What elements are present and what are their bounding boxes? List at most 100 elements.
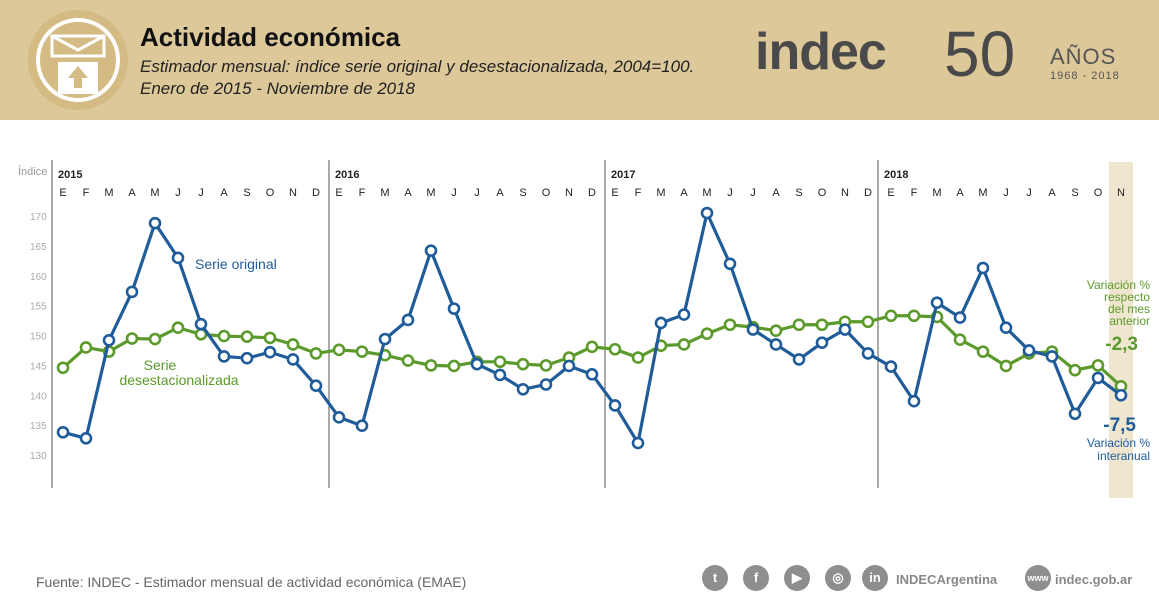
month-tick-label: J [750, 187, 756, 199]
month-tick-label: S [1071, 187, 1078, 199]
series-desest-point [861, 315, 875, 329]
subtitle-line2: Enero de 2015 - Noviembre de 2018 [140, 79, 416, 98]
series-original-point [815, 336, 829, 349]
series-original-point [194, 317, 208, 331]
month-tick-label: N [1117, 187, 1125, 199]
month-tick-label: F [911, 187, 918, 199]
desest-variation-value: -2,3 [1105, 334, 1138, 355]
series-desest-point [631, 351, 645, 364]
month-tick-label: O [266, 187, 275, 199]
series-original-point [953, 311, 967, 324]
series-original-point [976, 261, 990, 275]
series-original-point [355, 419, 369, 433]
series-original-point [769, 338, 783, 351]
month-tick-label: O [818, 187, 827, 199]
twitter-icon[interactable]: t [702, 565, 728, 591]
series-original-point [309, 379, 323, 392]
month-tick-label: M [426, 187, 435, 199]
month-tick-label: D [864, 187, 872, 199]
series-original-point [907, 394, 921, 408]
youtube-icon[interactable]: ▶ [784, 565, 810, 591]
desest-variation-label: Variación % [1087, 278, 1150, 292]
month-tick-label: E [59, 187, 66, 199]
web-icon[interactable]: www [1025, 565, 1051, 591]
series-original-point [516, 382, 530, 396]
series-desest-point [677, 338, 691, 351]
series-original-point [1045, 350, 1059, 363]
series-original-point [424, 244, 438, 257]
series-desest-point [792, 318, 806, 332]
series-desest-point [493, 355, 507, 369]
series-desest-point [56, 361, 70, 375]
month-tick-label: D [312, 187, 320, 199]
month-tick-label: A [128, 187, 136, 199]
last-month-highlight [1109, 162, 1133, 498]
series-original-point [723, 257, 737, 271]
y-tick-label: 165 [30, 242, 47, 253]
original-variation-label: interanual [1097, 449, 1150, 463]
series-original-point [700, 206, 714, 220]
month-tick-label: S [795, 187, 802, 199]
series-desest-point [516, 357, 530, 371]
y-tick-label: 160 [30, 272, 47, 283]
instagram-icon[interactable]: ◎ [825, 565, 851, 591]
month-tick-label: E [611, 187, 618, 199]
month-tick-label: M [104, 187, 113, 199]
series-desest-point [125, 332, 139, 345]
series-desest-point [999, 359, 1013, 373]
y-tick-label: 130 [30, 451, 47, 462]
month-tick-label: J [451, 187, 457, 199]
month-tick-label: S [243, 187, 250, 199]
month-tick-label: J [198, 187, 204, 199]
month-tick-label: M [978, 187, 987, 199]
social-handle[interactable]: INDECArgentina [896, 572, 998, 587]
month-tick-label: M [932, 187, 941, 199]
year-label: 2015 [58, 169, 82, 181]
series-desest-point [332, 343, 346, 357]
series-original-point [1091, 371, 1105, 385]
month-tick-label: N [565, 187, 573, 199]
month-tick-label: E [335, 187, 342, 199]
anniversary-text: AÑOS [1050, 44, 1117, 69]
download-icon[interactable] [28, 10, 128, 110]
series-original-point [493, 368, 507, 382]
anniversary-logo: 50 [944, 18, 1015, 86]
series-desest-point [309, 347, 323, 360]
month-tick-label: O [1094, 187, 1103, 199]
y-tick-label: 150 [30, 332, 47, 343]
series-original-point [746, 323, 760, 336]
month-tick-label: J [1003, 187, 1009, 199]
linkedin-icon[interactable]: in [862, 565, 888, 591]
facebook-icon[interactable]: f [743, 565, 769, 591]
series-original-point [148, 216, 162, 230]
anniversary-number: 50 [944, 18, 1015, 86]
series-original-point [585, 368, 599, 381]
series-original-point [631, 436, 645, 450]
series-original-point [332, 411, 346, 424]
series-original-point [539, 378, 553, 391]
website-link[interactable]: indec.gob.ar [1055, 572, 1133, 587]
month-tick-label: O [542, 187, 551, 199]
source-note: Fuente: INDEC - Estimador mensual de act… [36, 574, 467, 590]
month-tick-label: A [404, 187, 412, 199]
series-original-point [562, 359, 576, 373]
series-desest-point [1068, 363, 1082, 377]
month-tick-label: A [1048, 187, 1056, 199]
series-original-point [1068, 407, 1082, 421]
month-tick-label: M [380, 187, 389, 199]
series-desest-point [700, 327, 714, 341]
series-desest-point [263, 331, 277, 345]
month-tick-label: D [588, 187, 596, 199]
series-desest-point [585, 340, 599, 354]
desest-variation-label: del mes [1108, 302, 1150, 316]
month-tick-label: F [635, 187, 642, 199]
series-desest-point [424, 359, 438, 372]
series-desest-point [539, 359, 553, 372]
series-original-point [240, 351, 254, 365]
y-tick-label: 145 [30, 361, 47, 372]
series-original-point [470, 357, 484, 371]
indec-logo: indec [755, 23, 887, 81]
year-label: 2016 [335, 169, 359, 181]
page-subtitle: Estimador mensual: índice serie original… [140, 56, 694, 100]
anniversary-years: 1968 - 2018 [1050, 70, 1120, 82]
